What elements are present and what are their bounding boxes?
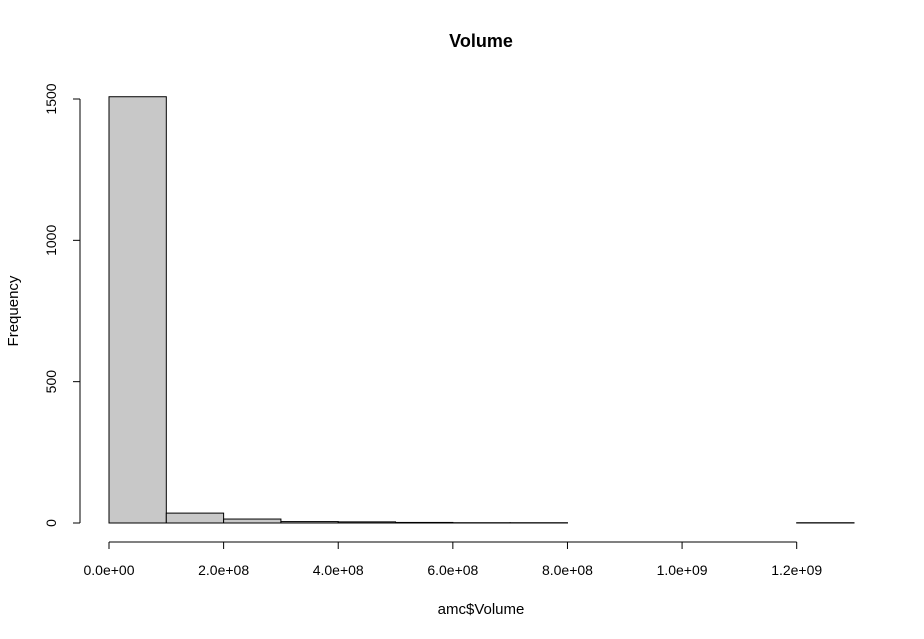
- histogram-bar: [165, 512, 225, 524]
- x-tick-label: 0.0e+00: [84, 562, 135, 578]
- y-tick-label: 0: [43, 519, 59, 527]
- x-tick-label: 1.0e+09: [657, 562, 708, 578]
- y-tick-label: 500: [43, 370, 59, 394]
- chart-title: Volume: [449, 31, 513, 51]
- histogram-bar: [108, 96, 167, 524]
- histogram-bar: [337, 521, 397, 524]
- y-tick-label: 1000: [43, 225, 59, 256]
- histogram-bar: [223, 518, 282, 524]
- x-tick-label: 2.0e+08: [198, 562, 249, 578]
- histogram-bar: [280, 521, 339, 524]
- x-tick-label: 8.0e+08: [542, 562, 593, 578]
- y-axis-label: Frequency: [5, 275, 22, 346]
- x-axis: 0.0e+00 2.0e+08 4.0e+08 6.0e+08 8.0e+08 1.0e+…: [84, 541, 822, 578]
- x-tick-label: 1.2e+09: [771, 562, 822, 578]
- y-tick-label: 1500: [43, 83, 59, 114]
- bars-group: [108, 96, 855, 524]
- x-tick-label: 4.0e+08: [313, 562, 364, 578]
- histogram-bar: [395, 521, 454, 524]
- y-axis: 0 500 1000 1500: [43, 83, 81, 527]
- x-tick-label: 6.0e+08: [427, 562, 478, 578]
- x-axis-label: amc$Volume: [438, 601, 525, 618]
